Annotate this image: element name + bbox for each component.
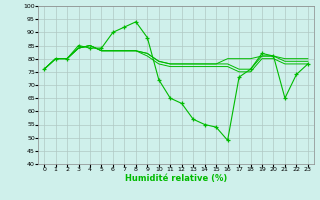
X-axis label: Humidité relative (%): Humidité relative (%) xyxy=(125,174,227,183)
